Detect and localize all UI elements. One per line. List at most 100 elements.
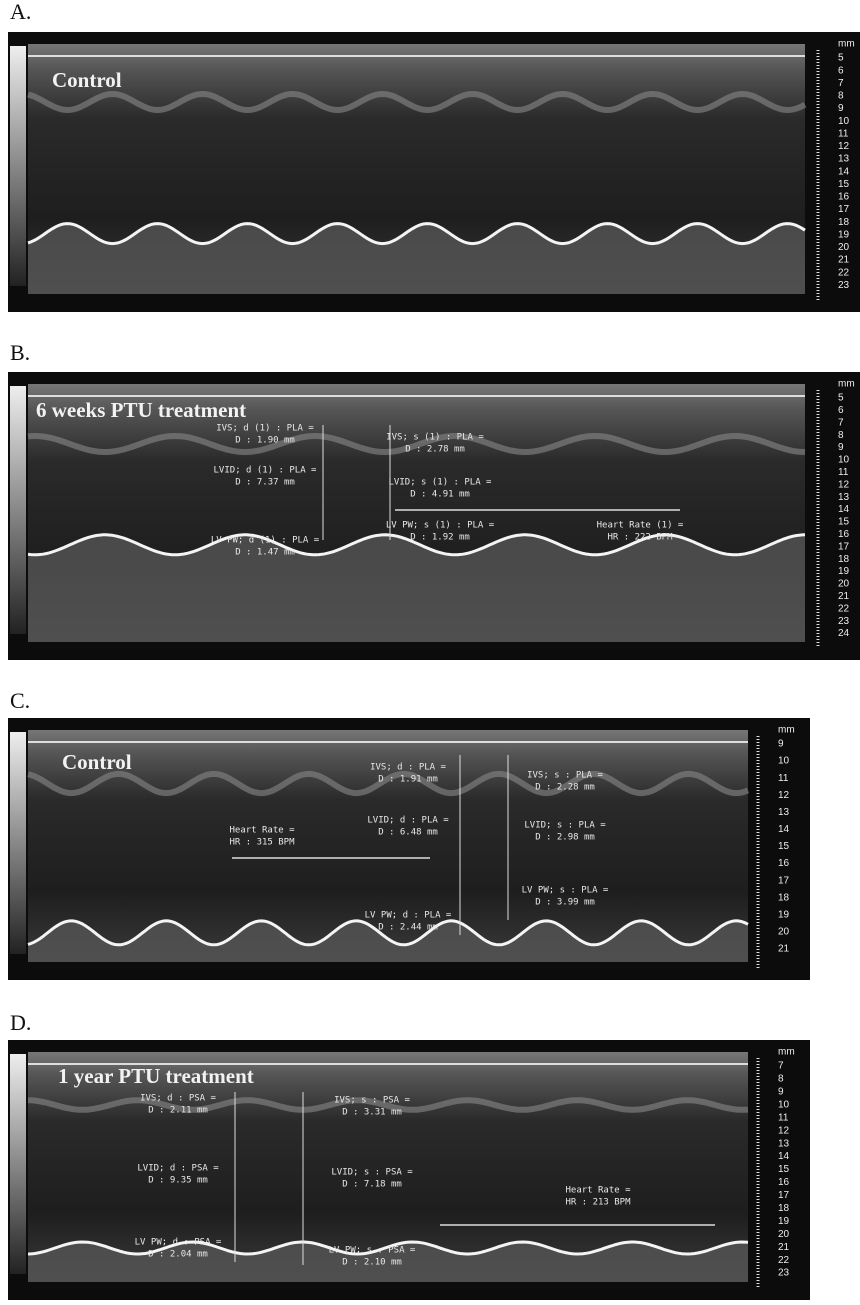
scale-tick: 5 — [838, 53, 844, 64]
scale-tick: 11 — [778, 773, 789, 784]
scale-tick: 19 — [778, 1216, 790, 1227]
scale-tick: 16 — [838, 192, 850, 203]
scale-tick: 22 — [838, 603, 850, 614]
measurement: D : 4.91 mm — [410, 490, 470, 500]
scale-tick: 23 — [838, 280, 850, 291]
measurement: D : 1.47 mm — [235, 548, 295, 558]
scale-tick: 13 — [838, 492, 850, 503]
measurement: Heart Rate = — [229, 826, 295, 836]
measurement: LV PW; s (1) : PLA = — [386, 521, 495, 531]
scale-tick: 18 — [778, 892, 790, 903]
scale-tick: 12 — [778, 1125, 790, 1136]
measurement: LV PW; d : PLA = — [365, 911, 452, 921]
scale-tick: 17 — [838, 541, 850, 552]
scale-tick: 20 — [778, 1229, 790, 1240]
measurement: IVS; s : PLA = — [527, 771, 603, 781]
scale-unit: mm — [838, 379, 855, 390]
scale-tick: 11 — [838, 128, 849, 139]
measurement: LVID; s (1) : PLA = — [389, 478, 493, 488]
scale-tick: 11 — [838, 467, 849, 478]
scale-tick: 23 — [778, 1268, 790, 1279]
measurement: D : 2.98 mm — [535, 833, 595, 843]
measurement: D : 7.37 mm — [235, 478, 295, 488]
scale-tick: 8 — [838, 91, 844, 102]
scale-tick: 13 — [778, 1138, 790, 1149]
scale-tick: 13 — [838, 154, 850, 165]
scale-tick: 7 — [838, 78, 844, 89]
scale-tick: 10 — [838, 116, 850, 127]
measurement: LV PW; s : PLA = — [522, 886, 609, 896]
scale-tick: 11 — [778, 1112, 789, 1123]
scale-tick: 12 — [838, 141, 850, 152]
measurement: IVS; s : PSA = — [334, 1096, 410, 1106]
gray-bar — [10, 1054, 26, 1274]
scale-tick: 9 — [838, 442, 844, 453]
measurement: IVS; d : PLA = — [370, 763, 446, 773]
posterior-tissue — [28, 535, 805, 642]
measurement: D : 3.31 mm — [342, 1108, 402, 1118]
posterior-tissue — [28, 224, 805, 294]
scale-tick: 22 — [778, 1255, 790, 1266]
measurement: D : 2.11 mm — [148, 1106, 208, 1116]
measurement: D : 1.90 mm — [235, 436, 295, 446]
scale-tick: 15 — [778, 841, 790, 852]
scale-tick: 16 — [778, 858, 790, 869]
scale-tick: 15 — [838, 517, 850, 528]
gray-bar — [10, 732, 26, 954]
scale-tick: 9 — [778, 739, 784, 750]
panel-label: C. — [10, 688, 30, 713]
scale-unit: mm — [778, 725, 795, 736]
panel-label: D. — [10, 1010, 31, 1035]
scale-tick: 12 — [838, 479, 850, 490]
measurement: LVID; d : PSA = — [137, 1164, 219, 1174]
measurement: D : 2.78 mm — [405, 445, 465, 455]
scale-tick: 19 — [778, 909, 790, 920]
measurement: D : 1.91 mm — [378, 775, 438, 785]
scale-tick: 10 — [778, 1099, 790, 1110]
measurement: LV PW; s : PSA = — [329, 1246, 416, 1256]
scale-tick: 21 — [778, 1242, 790, 1253]
scale-tick: 15 — [838, 179, 850, 190]
scale-tick: 18 — [838, 554, 850, 565]
scale-tick: 20 — [838, 242, 850, 253]
measurement: D : 7.18 mm — [342, 1180, 402, 1190]
measurement: D : 1.92 mm — [410, 533, 470, 543]
scale-tick: 13 — [778, 807, 790, 818]
measurement: Heart Rate (1) = — [597, 521, 684, 531]
scale-tick: 23 — [838, 616, 850, 627]
scale-tick: 10 — [838, 455, 850, 466]
panel-title: Control — [52, 68, 122, 92]
scale-tick: 20 — [838, 579, 850, 590]
measurement: D : 2.44 mm — [378, 923, 438, 933]
scale-tick: 10 — [778, 756, 790, 767]
scale-tick: 21 — [838, 591, 850, 602]
panel-label: A. — [10, 0, 31, 24]
scale-tick: 15 — [778, 1164, 790, 1175]
scale-tick: 14 — [838, 504, 850, 515]
scale-tick: 21 — [838, 255, 850, 266]
measurement: Heart Rate = — [565, 1186, 631, 1196]
scale-unit: mm — [778, 1047, 795, 1058]
scale-tick: 24 — [838, 628, 850, 639]
measurement: D : 2.28 mm — [535, 783, 595, 793]
scale-tick: 18 — [778, 1203, 790, 1214]
gray-bar — [10, 386, 26, 634]
measurement: LVID; s : PSA = — [331, 1168, 413, 1178]
scale-tick: 12 — [778, 790, 790, 801]
measurement: HR : 315 BPM — [229, 838, 295, 848]
scale-tick: 20 — [778, 926, 790, 937]
scale-tick: 6 — [838, 405, 844, 416]
scale-tick: 14 — [778, 824, 790, 835]
panel-title: Control — [62, 750, 132, 774]
measurement: HR : 213 BPM — [565, 1198, 631, 1208]
measurement: IVS; s (1) : PLA = — [386, 433, 484, 443]
scale-tick: 19 — [838, 566, 850, 577]
scale-tick: 14 — [778, 1151, 790, 1162]
scale-tick: 8 — [838, 430, 844, 441]
scale-tick: 19 — [838, 229, 850, 240]
scale-tick: 22 — [838, 267, 850, 278]
scale-unit: mm — [838, 39, 855, 50]
panel-title: 6 weeks PTU treatment — [36, 398, 246, 422]
measurement: LV PW; d : PSA = — [135, 1238, 222, 1248]
scale-tick: 16 — [838, 529, 850, 540]
